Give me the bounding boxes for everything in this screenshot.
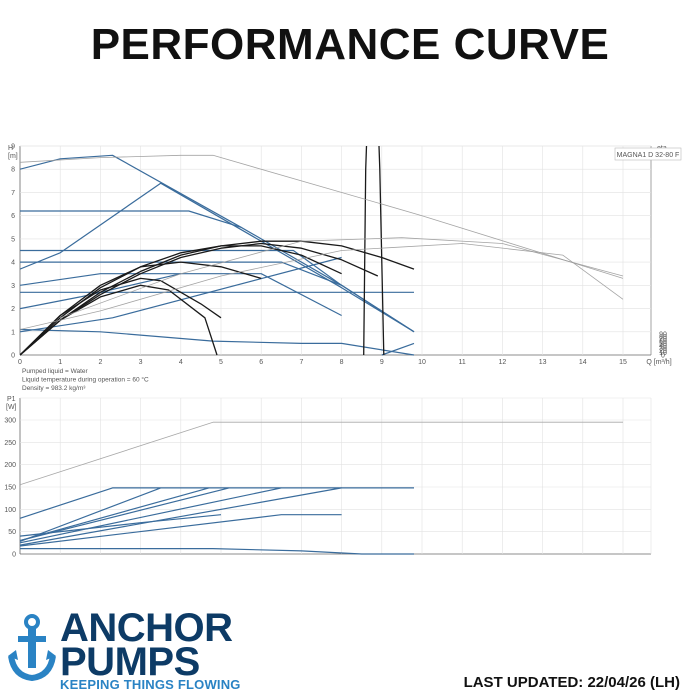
y-tick-label: 6	[11, 213, 15, 220]
x-tick-label: 4	[179, 359, 183, 366]
y-right-tick-label: 70	[659, 336, 667, 343]
x-tick-label: 13	[539, 359, 547, 366]
anchor-icon	[8, 614, 56, 682]
y-tick-label: 1	[11, 329, 15, 336]
y-right-tick-label: 40	[659, 343, 667, 350]
x-tick-label: 15	[619, 359, 627, 366]
x-tick-label: 8	[340, 359, 344, 366]
y-right-tick-label: 10	[659, 350, 667, 357]
y-tick-label: 9	[11, 144, 15, 151]
x-tick-label: 5	[219, 359, 223, 366]
power-curve	[19, 514, 222, 537]
x-tick-label: 2	[98, 359, 102, 366]
efficiency-curve	[20, 240, 415, 356]
x-tick-label: 7	[299, 359, 303, 366]
power-curve	[19, 487, 161, 543]
x-tick-label: 1	[58, 359, 62, 366]
power-y-tick-label: 200	[4, 462, 16, 469]
y-tick-label: 3	[11, 283, 15, 290]
x-tick-label: 10	[418, 359, 426, 366]
x-tick-label: 0	[18, 359, 22, 366]
power-y-tick-label: 150	[4, 485, 16, 492]
head-efficiency-plot: 0 1 2 3 4 5 6 7 8 9 10 11 12 13 14 15012345678901020304…	[8, 144, 682, 392]
power-y-tick-label: 250	[4, 440, 16, 447]
head-curve	[381, 342, 415, 356]
head-curve	[20, 249, 415, 333]
power-curve	[19, 487, 414, 519]
head-curve	[20, 273, 181, 310]
y-tick-label: 4	[11, 260, 15, 267]
power-y-axis-label: P1	[7, 396, 16, 403]
power-curve	[19, 487, 342, 546]
x-tick-label: 14	[579, 359, 587, 366]
power-curve	[19, 487, 210, 542]
head-curve	[20, 328, 415, 356]
top-series-group	[20, 146, 624, 356]
efficiency-curve	[20, 277, 222, 356]
efficiency-curve	[363, 146, 385, 356]
head-curve	[20, 182, 415, 333]
x-axis-label: Q [m³/h]	[646, 359, 671, 366]
y-tick-label: 7	[11, 190, 15, 197]
y-axis-label: H	[8, 145, 13, 152]
last-updated-label: LAST UPDATED: 22/04/26 (LH)	[463, 674, 680, 691]
x-tick-label: 3	[139, 359, 143, 366]
y-right-tick-label: 20	[659, 348, 667, 355]
brand-name-line2: PUMPS	[60, 640, 200, 684]
page-title: PERFORMANCE CURVE	[90, 20, 610, 69]
x-tick-label: 12	[499, 359, 507, 366]
power-curve	[19, 514, 342, 547]
power-curve	[19, 487, 282, 544]
y-right-tick-label: 30	[659, 346, 667, 353]
y-tick-label: 2	[11, 306, 15, 313]
head-curve	[20, 273, 342, 317]
head-curve	[20, 154, 415, 333]
chart-note: Density = 983.2 kg/m³	[22, 385, 86, 392]
head-curve	[20, 261, 342, 286]
reference-curve	[60, 237, 624, 319]
y-right-tick-label: 60	[659, 339, 667, 346]
y-tick-label: 0	[11, 353, 15, 360]
x-tick-label: 11	[459, 359, 466, 366]
power-curve	[20, 548, 414, 555]
y-right-tick-label: 50	[659, 341, 667, 348]
performance-chart: 0 1 2 3 4 5 6 7 8 9 10 11 12 13 14 15012345678901020304…	[4, 144, 682, 559]
power-y-tick-label: 50	[8, 529, 16, 536]
y-tick-label: 8	[11, 167, 15, 174]
y-right-tick-label: 90	[659, 332, 667, 339]
power-y-axis-unit: [W]	[6, 404, 17, 411]
chart-note: Liquid temperature during operation = 60…	[22, 376, 149, 384]
model-label-box	[614, 147, 682, 161]
brand-tagline: KEEPING THINGS FLOWING	[60, 677, 241, 692]
power-plot: 0 50 100 150 200 250 300 P1[W]	[4, 396, 652, 559]
reference-curve	[20, 154, 624, 279]
y-right-tick-label: 0	[661, 353, 665, 360]
y-axis-unit: [m]	[8, 153, 18, 160]
chart-note: Pumped liquid = Water	[22, 368, 89, 375]
power-reference-curve	[19, 421, 623, 486]
y-right-tick-label: 80	[659, 334, 667, 341]
y-tick-label: 5	[11, 236, 15, 243]
power-y-tick-label: 100	[4, 507, 16, 514]
brand-name-line1: ANCHOR	[60, 606, 233, 650]
model-label: MAGNA1 D 32-80 F	[617, 152, 680, 159]
efficiency-curve	[20, 242, 379, 356]
head-curve	[20, 210, 242, 228]
power-y-tick-label: 300	[4, 418, 16, 425]
reference-curve	[20, 243, 624, 330]
brand-logo: ANCHOR PUMPS KEEPING THINGS FLOWING	[8, 600, 308, 695]
power-y-tick-label: 0	[12, 552, 16, 559]
x-tick-label: 9	[380, 359, 384, 366]
x-tick-label: 6	[259, 359, 263, 366]
